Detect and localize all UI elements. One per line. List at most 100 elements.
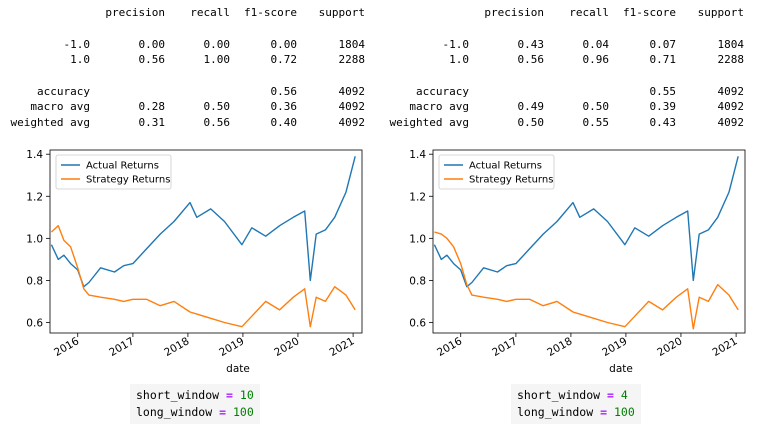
report-cell-support: 2288 — [717, 53, 745, 66]
report-header-recall: recall — [569, 6, 609, 19]
x-axis-label: date — [609, 363, 633, 375]
report-row-label: macro avg — [409, 100, 469, 113]
short-window-name: short_window — [136, 388, 220, 402]
report-cell-f1: 0.72 — [270, 53, 298, 66]
report-cell-precision: 0.49 — [517, 100, 545, 113]
report-cell-precision: 0.50 — [517, 116, 545, 129]
report-cell-f1: 0.43 — [649, 116, 677, 129]
report-cell-f1: 0.71 — [649, 53, 677, 66]
report-cell-precision: 0.43 — [517, 38, 545, 51]
short-window-name: short_window — [517, 388, 601, 402]
legend-box — [55, 154, 172, 190]
long-window-name: long_window — [136, 405, 213, 419]
report-cell-support: 4092 — [338, 85, 366, 98]
y-tick-label: 0.6 — [26, 317, 43, 329]
report-cell-support: 4092 — [717, 116, 745, 129]
classification-report-right: precision recall f1-score support -1.0 0.43 0.… — [379, 0, 759, 140]
x-axis-label: date — [226, 363, 250, 375]
legend-box — [438, 154, 555, 190]
x-tick-label: 2019 — [600, 335, 629, 359]
report-row-label: accuracy — [416, 85, 469, 98]
report-cell-support: 2288 — [338, 53, 366, 66]
equals-sign: = — [219, 405, 227, 419]
report-row-label: macro avg — [30, 100, 90, 113]
series-line-strategy-returns — [50, 225, 356, 328]
long-window-name: long_window — [517, 405, 594, 419]
x-tick-label: 2020 — [272, 335, 301, 359]
report-cell-recall: 0.04 — [582, 38, 610, 51]
report-header-f1: f1-score — [623, 6, 676, 19]
report-cell-recall: 0.50 — [203, 100, 231, 113]
series-line-actual-returns — [433, 156, 739, 288]
report-cell-support: 4092 — [717, 100, 745, 113]
report-cell-precision: 0.56 — [138, 53, 166, 66]
report-cell-support: 1804 — [717, 38, 745, 51]
classification-report-left: precision recall f1-score support -1.0 0.00 0.… — [0, 0, 380, 140]
y-tick-label: 0.8 — [26, 275, 43, 287]
params-cell-right: short_window = 4 long_window = 100 — [511, 384, 641, 424]
report-cell-recall: 0.55 — [582, 116, 610, 129]
report-cell-precision: 0.28 — [138, 100, 166, 113]
long-window-value: 100 — [613, 405, 635, 419]
report-cell-f1: 0.56 — [270, 85, 298, 98]
report-row-label: 1.0 — [70, 53, 90, 66]
legend-label: Strategy Returns — [86, 175, 170, 186]
report-row-label: 1.0 — [449, 53, 469, 66]
report-header-f1: f1-score — [244, 6, 297, 19]
report-row-label: weighted avg — [389, 116, 469, 129]
equals-sign: = — [226, 388, 233, 402]
x-tick-label: 2020 — [655, 335, 684, 359]
report-cell-recall: 0.50 — [582, 100, 610, 113]
legend-label: Strategy Returns — [469, 175, 553, 186]
report-cell-precision: 0.56 — [517, 53, 545, 66]
report-row-label: -1.0 — [63, 38, 91, 51]
report-cell-recall: 0.96 — [582, 53, 610, 66]
report-cell-f1: 0.40 — [270, 116, 298, 129]
params-cell-left: short_window = 10 long_window = 100 — [130, 384, 260, 424]
y-tick-label: 1.4 — [409, 149, 426, 161]
report-header-support: support — [697, 6, 744, 19]
y-tick-label: 1.4 — [26, 149, 43, 161]
report-cell-support: 4092 — [717, 85, 745, 98]
report-cell-recall: 0.56 — [203, 116, 231, 129]
returns-chart-left: 0.6 0.8 1.0 1.2 1.4 2016 2017 2018 2019 2020 2021 d… — [26, 149, 363, 375]
report-row-label: accuracy — [37, 85, 90, 98]
report-row-label: -1.0 — [442, 38, 470, 51]
y-tick-label: 0.6 — [409, 317, 426, 329]
equals-sign: = — [607, 388, 614, 402]
report-cell-recall: 0.00 — [203, 38, 231, 51]
report-cell-f1: 0.07 — [649, 38, 677, 51]
x-tick-label: 2021 — [710, 335, 739, 359]
report-cell-support: 4092 — [338, 116, 366, 129]
returns-chart-right: 0.6 0.8 1.0 1.2 1.4 2016 2017 2018 2019 2020 2021 d… — [409, 149, 746, 375]
y-tick-label: 0.8 — [409, 275, 426, 287]
x-tick-label: 2018 — [162, 335, 191, 359]
report-cell-f1: 0.36 — [270, 100, 298, 113]
x-tick-label: 2021 — [327, 335, 356, 359]
x-tick-label: 2019 — [217, 335, 246, 359]
equals-sign: = — [600, 405, 608, 419]
long-window-value: 100 — [232, 405, 254, 419]
report-header-recall: recall — [190, 6, 230, 19]
report-cell-f1: 0.39 — [649, 100, 677, 113]
short-window-value: 10 — [239, 388, 254, 402]
x-tick-label: 2018 — [545, 335, 574, 359]
x-tick-label: 2017 — [490, 335, 519, 359]
report-row-label: weighted avg — [10, 116, 90, 129]
legend-label: Actual Returns — [469, 161, 542, 172]
report-header-support: support — [318, 6, 365, 19]
report-cell-recall: 1.00 — [203, 53, 231, 66]
report-cell-f1: 0.55 — [649, 85, 677, 98]
legend-label: Actual Returns — [86, 161, 159, 172]
x-tick-label: 2016 — [435, 335, 464, 359]
report-cell-support: 4092 — [338, 100, 366, 113]
report-cell-precision: 0.00 — [138, 38, 166, 51]
y-tick-label: 1.0 — [26, 233, 43, 245]
series-line-strategy-returns — [434, 231, 739, 330]
report-cell-f1: 0.00 — [270, 38, 298, 51]
y-tick-label: 1.0 — [409, 233, 426, 245]
y-tick-label: 1.2 — [26, 191, 43, 203]
report-header-precision: precision — [105, 6, 165, 19]
short-window-value: 4 — [620, 388, 628, 402]
report-header-precision: precision — [484, 6, 544, 19]
